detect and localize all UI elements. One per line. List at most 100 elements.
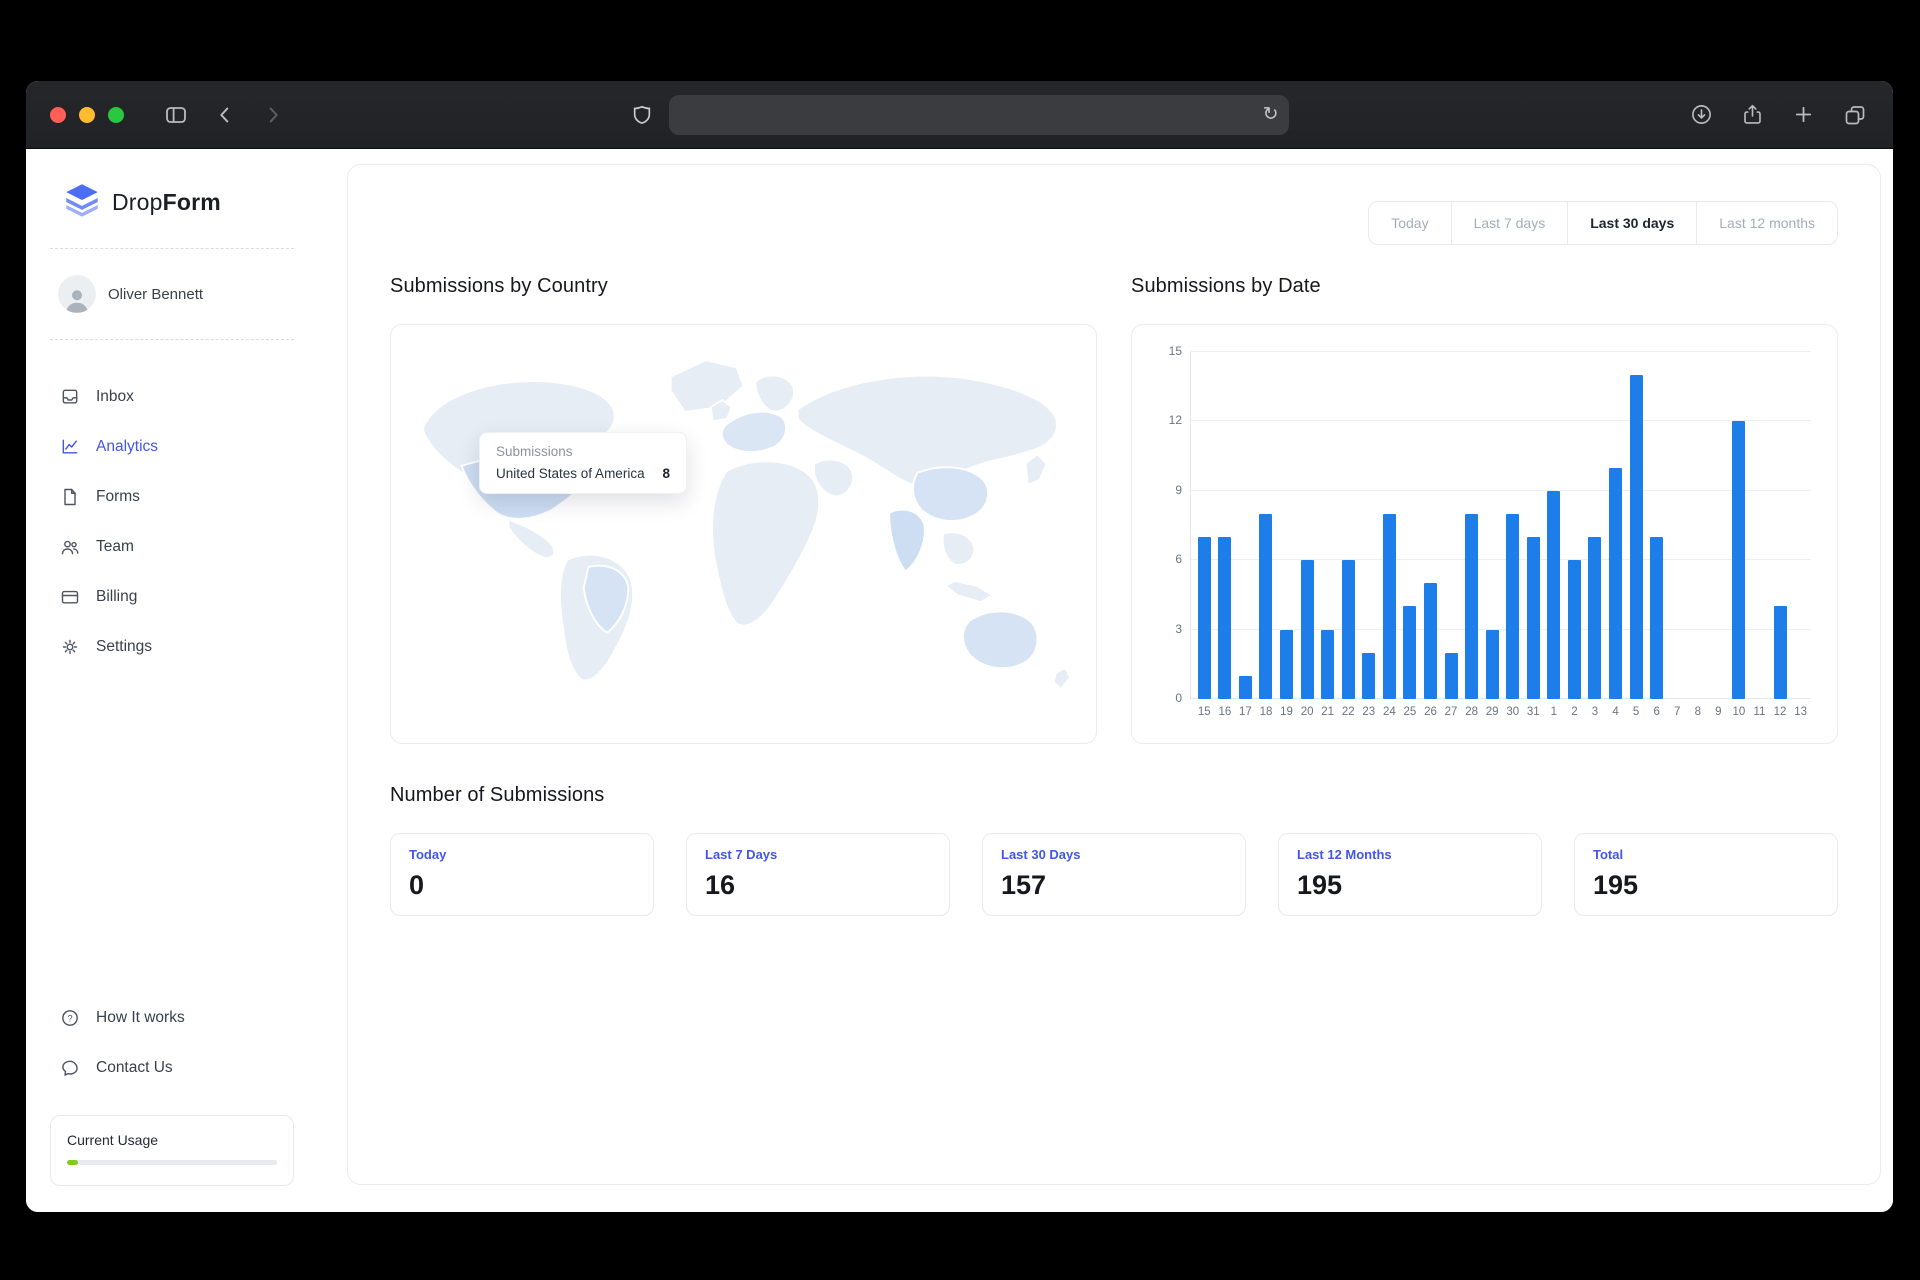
tooltip-title: Submissions [496, 444, 573, 459]
x-tick-label: 20 [1300, 706, 1314, 718]
sidebar-item-analytics[interactable]: Analytics [50, 422, 294, 472]
tooltip-country: United States of America [496, 466, 645, 481]
x-tick-label: 1 [1550, 706, 1558, 718]
bar-slot [1482, 352, 1503, 699]
stat-card-last-30-days: Last 30 Days 157 [982, 833, 1246, 916]
bar-slot [1708, 352, 1729, 699]
forward-icon[interactable] [262, 104, 284, 126]
bar-slot [1564, 352, 1585, 699]
bars-container [1194, 352, 1811, 699]
share-icon[interactable] [1741, 103, 1764, 126]
tab-last-12-months[interactable]: Last 12 months [1696, 202, 1837, 244]
stat-label: Last 12 Months [1297, 847, 1392, 862]
user-profile[interactable]: Oliver Bennett [50, 275, 294, 313]
stat-card-last-7-days: Last 7 Days 16 [686, 833, 950, 916]
bar-slot [1400, 352, 1421, 699]
forms-icon [60, 487, 80, 507]
x-tick-label: 28 [1465, 706, 1478, 718]
address-bar-input[interactable] [680, 106, 1277, 123]
x-tick-label: 21 [1321, 706, 1335, 718]
bar-slot [1379, 352, 1400, 699]
tab-last-30-days[interactable]: Last 30 days [1567, 202, 1697, 244]
world-map[interactable] [391, 325, 1096, 743]
tab-overview-icon[interactable] [1843, 103, 1867, 127]
main-content: Today Last 7 days Last 30 days Last 12 m… [318, 149, 1893, 1212]
x-axis-labels: 15 16 17 18 19 20 21 22 23 24 25 26 27 28 29 30 31 1 2 3 4 5 6… [1194, 706, 1811, 718]
browser-toolbar: ↻ [26, 81, 1893, 149]
map-tooltip: Submissions United States of America 8 [479, 432, 687, 494]
bar-slot [1790, 352, 1811, 699]
dashboard-card: Today Last 7 days Last 30 days Last 12 m… [347, 164, 1881, 1185]
divider [50, 339, 294, 340]
section-title-stats: Number of Submissions [390, 784, 605, 806]
sidebar-item-team[interactable]: Team [50, 522, 294, 572]
sidebar-item-label: Contact Us [96, 1059, 173, 1076]
bar [1465, 513, 1479, 699]
sidebar-item-inbox[interactable]: Inbox [50, 372, 294, 422]
sidebar-item-contact-us[interactable]: Contact Us [50, 1043, 294, 1093]
tab-last-7-days[interactable]: Last 7 days [1450, 202, 1568, 244]
analytics-icon [60, 437, 80, 457]
sidebar-item-forms[interactable]: Forms [50, 472, 294, 522]
chat-bubble-icon [60, 1058, 80, 1078]
x-tick-label: 15 [1197, 706, 1211, 718]
stat-label: Last 30 Days [1001, 847, 1081, 862]
sidebar-toggle-icon[interactable] [164, 103, 188, 127]
bar-slot [1194, 352, 1215, 699]
new-tab-icon[interactable] [1792, 103, 1815, 126]
y-tick-label: 0 [1175, 691, 1182, 705]
bar [1588, 537, 1602, 699]
tab-today[interactable]: Today [1369, 202, 1451, 244]
bar [1362, 652, 1376, 699]
stat-value: 195 [1593, 870, 1639, 900]
bar [1321, 629, 1335, 699]
brand-logo[interactable]: DropForm [50, 183, 294, 222]
bar [1218, 537, 1232, 699]
gridline: 15 [1169, 344, 1811, 358]
bar [1300, 560, 1314, 699]
y-tick-label: 15 [1168, 344, 1182, 358]
y-tick-label: 9 [1175, 482, 1182, 497]
sidebar-item-settings[interactable]: Settings [50, 622, 294, 672]
bar-slot [1359, 352, 1380, 699]
bar-slot [1276, 352, 1297, 699]
inbox-icon [60, 387, 80, 407]
stat-card-today: Today 0 [390, 833, 654, 916]
sidebar-item-billing[interactable]: Billing [50, 572, 294, 622]
stat-label: Last 7 Days [705, 847, 778, 862]
x-tick-label: 23 [1362, 706, 1376, 718]
bar [1547, 490, 1561, 699]
bar [1506, 513, 1520, 699]
sidebar-item-how-it-works[interactable]: ? How It works [50, 993, 294, 1043]
svg-text:?: ? [67, 1014, 72, 1024]
sidebar-item-label: Analytics [96, 438, 159, 455]
x-tick-label: 4 [1612, 706, 1619, 718]
usage-progress-bar [67, 1160, 277, 1165]
avatar [58, 275, 96, 313]
stat-value: 16 [705, 870, 736, 900]
gridline: 0 [1175, 691, 1811, 705]
zoom-window-button[interactable] [108, 106, 124, 123]
bar [1732, 421, 1746, 699]
x-tick-label: 11 [1753, 706, 1766, 718]
bar-slot [1544, 352, 1565, 699]
y-tick-label: 12 [1168, 413, 1182, 428]
reload-icon[interactable]: ↻ [1262, 104, 1279, 125]
bar-slot [1297, 352, 1318, 699]
privacy-shield-icon[interactable] [631, 104, 653, 126]
section-title-country: Submissions by Country [390, 275, 608, 297]
bar [1650, 537, 1664, 699]
gridline: 6 [1175, 552, 1811, 566]
date-range-tabs: Today Last 7 days Last 30 days Last 12 m… [1368, 201, 1838, 245]
address-bar[interactable]: ↻ [668, 94, 1289, 135]
bar [1259, 513, 1273, 699]
bar-plot: 15 12 9 6 3 0 15 16 17 18 19 20 21 22 23 24 25 26 27 28 29 3… [1169, 344, 1811, 718]
downloads-icon[interactable] [1690, 103, 1713, 126]
close-window-button[interactable] [50, 106, 66, 123]
x-tick-label: 16 [1218, 706, 1232, 718]
bar [1280, 629, 1294, 699]
minimize-window-button[interactable] [79, 106, 95, 123]
x-tick-label: 22 [1341, 706, 1355, 718]
back-icon[interactable] [214, 104, 236, 126]
x-tick-label: 24 [1382, 706, 1396, 718]
